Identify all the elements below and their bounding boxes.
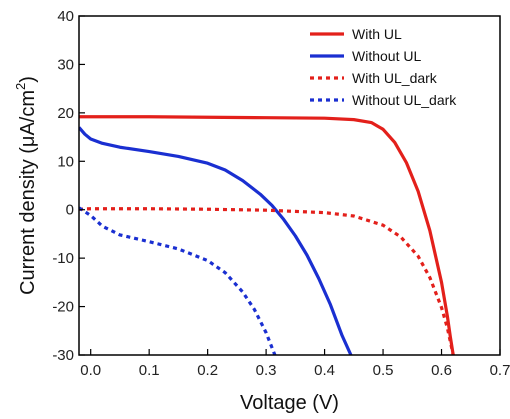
x-tick-label: 0.6	[431, 362, 452, 379]
legend-label: Without UL_dark	[352, 92, 457, 108]
legend: With UL Without UL With UL_dark Without UL_…	[310, 26, 457, 108]
y-tick-label: 40	[57, 8, 74, 25]
y-tick-label: -30	[52, 347, 74, 364]
series-line-4	[79, 206, 277, 355]
plot-frame	[78, 15, 501, 356]
y-tick-label: 20	[57, 105, 74, 122]
y-tick-label: -20	[52, 299, 74, 316]
ticks-layer: 0.0 0.1 0.2 0.3 0.4 0.5 0.6 0.7 -30 -20 -10 0 10 20 30…	[52, 8, 510, 379]
x-tick-label: 0.7	[490, 362, 510, 379]
x-tick-label: 0.5	[373, 362, 394, 379]
x-tick-label: 0.0	[80, 362, 101, 379]
y-tick-label: 30	[57, 56, 74, 73]
y-tick-label: 0	[66, 202, 74, 219]
series-line-3	[79, 207, 455, 355]
legend-label: With UL_dark	[352, 70, 438, 86]
x-axis-title: Voltage (V)	[240, 392, 339, 414]
series-line-1	[79, 115, 455, 355]
x-tick-label: 0.2	[197, 362, 218, 379]
legend-label: With UL	[352, 26, 402, 42]
x-tick-label: 0.1	[139, 362, 160, 379]
y-tick-label: -10	[52, 250, 74, 267]
series-layer	[79, 115, 455, 355]
x-tick-label: 0.4	[314, 362, 335, 379]
y-tick-label: 10	[57, 153, 74, 170]
legend-label: Without UL	[352, 48, 421, 64]
series-line-2	[79, 126, 353, 355]
y-axis-title: Current density (μA/cm2)	[13, 76, 39, 295]
x-tick-label: 0.3	[256, 362, 277, 379]
